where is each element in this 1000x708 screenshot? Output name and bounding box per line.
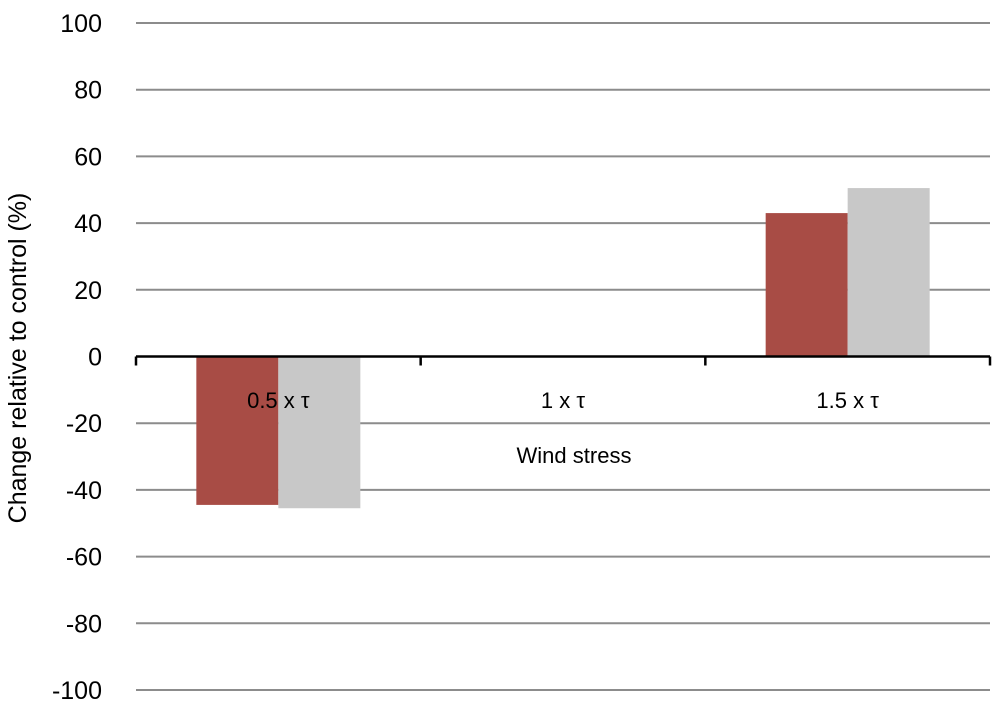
y-tick-labels: 100 80 60 40 20 0 -20 -40 -60 -80 -100 xyxy=(52,10,102,705)
bar-series-1-1 xyxy=(196,356,279,505)
y-tick-label: 0 xyxy=(88,344,102,372)
category-label: 1.5 x τ xyxy=(816,388,879,413)
y-tick-label: -60 xyxy=(66,544,102,572)
y-tick-label: 60 xyxy=(74,143,102,171)
y-tick-label: 80 xyxy=(74,77,102,105)
y-tick-label: 20 xyxy=(74,277,102,305)
x-axis xyxy=(134,355,992,366)
category-label: 0.5 x τ xyxy=(247,388,310,413)
y-tick-label: -40 xyxy=(66,477,102,505)
bar-series-2-3 xyxy=(847,188,930,357)
bar-series-1-3 xyxy=(765,213,848,357)
bar-series-2-1 xyxy=(278,356,361,509)
y-axis-title: Change relative to control (%) xyxy=(4,193,32,524)
y-tick-label: -20 xyxy=(66,410,102,438)
bars xyxy=(196,188,930,509)
y-tick-label: 40 xyxy=(74,210,102,238)
y-tick-label: -100 xyxy=(52,677,102,705)
y-tick-label: 100 xyxy=(60,10,102,38)
category-label: 1 x τ xyxy=(541,388,585,413)
x-axis-title: Wind stress xyxy=(517,443,632,468)
y-tick-label: -80 xyxy=(66,610,102,638)
category-labels: 0.5 x τ 1 x τ 1.5 x τ xyxy=(247,388,879,413)
